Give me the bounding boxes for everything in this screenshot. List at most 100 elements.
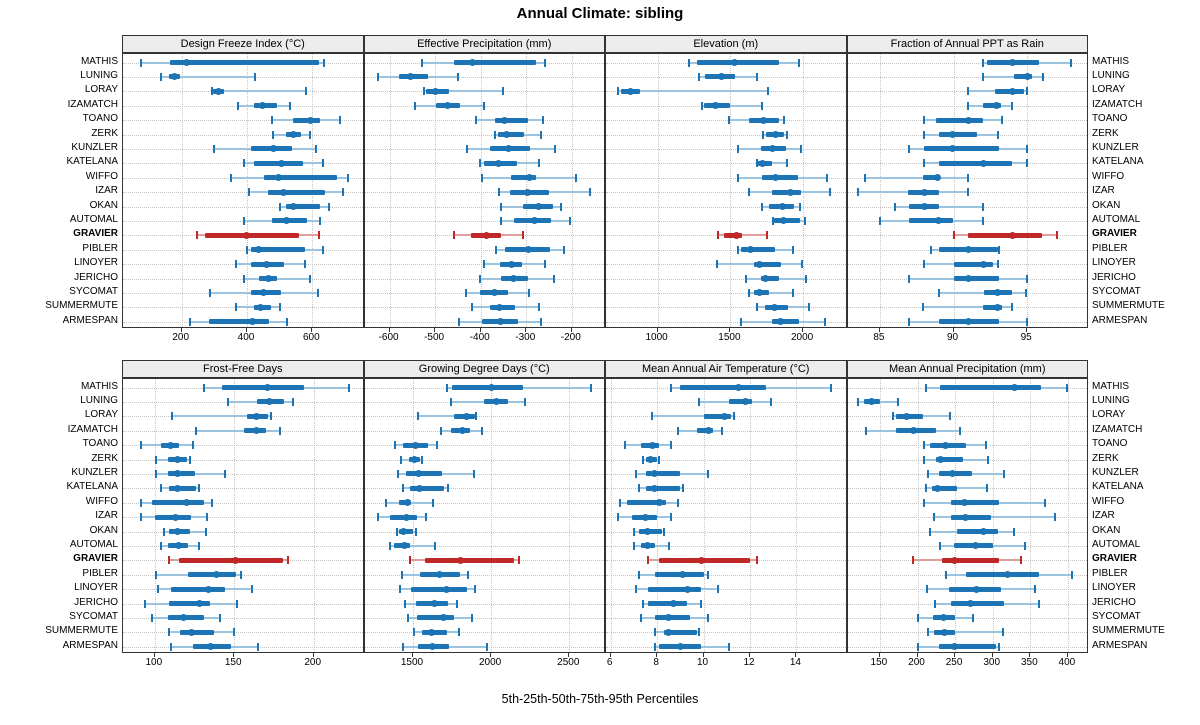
gridline-h xyxy=(123,134,363,136)
station-label-kunzler: KUNZLER xyxy=(1092,466,1139,478)
median-dot xyxy=(756,260,763,268)
whisker-cap xyxy=(403,599,406,608)
median-dot xyxy=(786,188,794,196)
whisker-cap xyxy=(376,513,379,522)
median-dot xyxy=(503,131,511,138)
whisker-cap xyxy=(1011,101,1014,110)
axis-tick xyxy=(490,653,492,657)
interval-25-75 xyxy=(208,319,270,325)
whisker-cap xyxy=(681,484,684,493)
median-dot xyxy=(646,456,654,463)
median-dot xyxy=(282,217,290,225)
gridline-h xyxy=(364,502,605,504)
whisker-cap xyxy=(916,642,919,651)
interval-25-75 xyxy=(664,629,697,635)
whisker-cap xyxy=(639,613,642,622)
whisker-cap xyxy=(670,513,672,522)
whisker-cap xyxy=(670,383,672,392)
whisker-cap xyxy=(755,303,758,312)
whisker-cap xyxy=(155,455,158,464)
whisker-cap xyxy=(562,245,565,254)
axis-tick-label: -400 xyxy=(469,332,490,343)
median-dot xyxy=(964,246,972,254)
whisker-cap xyxy=(455,599,458,608)
whisker-cap xyxy=(401,642,404,651)
panel-strip-fraction-of-annual-ppt-as-rain: Fraction of Annual PPT as Rain xyxy=(846,35,1088,53)
median-dot xyxy=(1003,571,1011,579)
median-dot xyxy=(524,246,532,254)
gridline-h xyxy=(606,307,846,309)
median-dot xyxy=(648,441,656,449)
interval-25-75 xyxy=(953,276,1000,281)
gridline-v xyxy=(1030,379,1032,652)
whisker-cap xyxy=(278,202,281,211)
median-dot xyxy=(171,73,179,81)
whisker-cap xyxy=(1001,628,1004,637)
interval-25-75 xyxy=(771,319,799,325)
median-dot xyxy=(964,116,972,124)
interval-5-95 xyxy=(983,75,1044,78)
median-dot xyxy=(948,131,956,138)
whisker-cap xyxy=(756,72,759,81)
axis-tick xyxy=(656,328,658,332)
axis-tick xyxy=(570,328,572,332)
whisker-cap xyxy=(642,455,645,464)
median-dot xyxy=(456,556,464,564)
axis-tick-label: 14 xyxy=(789,657,801,668)
median-dot xyxy=(257,303,265,311)
whisker-cap xyxy=(658,455,661,464)
interval-5-95 xyxy=(212,90,306,93)
median-dot xyxy=(758,159,766,167)
median-dot xyxy=(416,484,424,492)
whisker-cap xyxy=(537,303,540,312)
panel-plot-growing-degree-days-c xyxy=(363,378,605,653)
axis-tick xyxy=(749,653,750,657)
median-dot xyxy=(495,159,503,167)
axis-tick-label: 1000 xyxy=(645,332,668,343)
whisker-cap xyxy=(786,130,789,139)
station-label-pibler: PIBLER xyxy=(82,242,118,254)
whisker-cap xyxy=(239,570,242,579)
whisker-cap xyxy=(196,231,199,240)
median-dot xyxy=(206,643,214,651)
interval-5-95 xyxy=(418,415,477,418)
station-label-toano: TOANO xyxy=(1092,438,1128,450)
station-label-izar: IZAR xyxy=(95,510,118,522)
gridline-h xyxy=(606,120,846,122)
interval-25-75 xyxy=(409,485,445,491)
gridline-h xyxy=(123,617,363,619)
whisker-cap xyxy=(891,412,894,421)
whisker-cap xyxy=(400,455,403,464)
gridline-v xyxy=(657,54,659,327)
gridline-h xyxy=(364,76,605,78)
station-label-summermute: SUMMERMUTE xyxy=(45,625,118,637)
gridline-h xyxy=(606,206,846,208)
whisker-cap xyxy=(309,274,312,283)
whisker-cap xyxy=(458,317,461,326)
whisker-cap xyxy=(737,173,740,182)
axis-tick xyxy=(991,653,993,657)
median-dot xyxy=(443,585,451,593)
station-label-automal: AUTOMAL xyxy=(1092,213,1141,225)
gridline-h xyxy=(364,416,605,418)
median-dot xyxy=(720,412,728,420)
interval-25-75 xyxy=(938,160,1013,166)
interval-25-75 xyxy=(938,132,978,137)
station-label-gravier: GRAVIER xyxy=(73,228,118,240)
whisker-cap xyxy=(271,130,274,139)
median-dot xyxy=(491,289,499,297)
whisker-cap xyxy=(230,173,233,182)
median-dot xyxy=(263,260,271,268)
station-label-gravier: GRAVIER xyxy=(73,553,118,565)
interval-5-95 xyxy=(390,544,435,547)
whisker-cap xyxy=(760,101,763,110)
whisker-cap xyxy=(927,628,929,637)
whisker-cap xyxy=(939,541,941,550)
whisker-cap xyxy=(663,527,666,536)
interval-25-75 xyxy=(983,304,1003,310)
median-dot xyxy=(173,484,181,492)
whisker-cap xyxy=(799,144,802,153)
whisker-cap xyxy=(623,441,626,450)
station-label-linoyer: LINOYER xyxy=(1092,257,1136,269)
whisker-cap xyxy=(998,245,1001,254)
